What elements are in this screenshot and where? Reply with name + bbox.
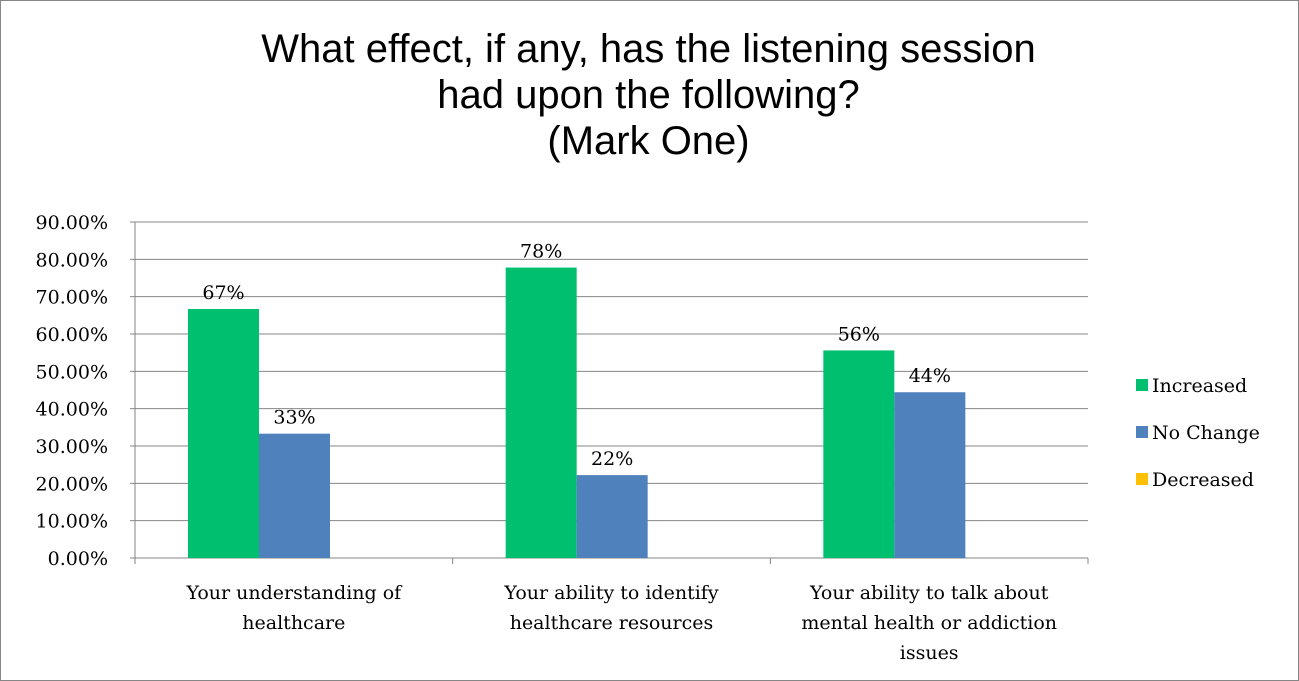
bar [576, 475, 648, 558]
y-tick-label: 30.00% [36, 436, 108, 458]
x-category-label: Your understanding of [185, 582, 403, 604]
bar [259, 433, 330, 558]
data-label: 44% [909, 365, 951, 387]
y-tick-label: 10.00% [36, 511, 108, 533]
bar [188, 308, 259, 558]
y-tick-label: 40.00% [36, 399, 108, 421]
legend-swatch [1136, 379, 1148, 391]
bar [894, 392, 966, 558]
data-label: 67% [202, 282, 244, 304]
y-tick-label: 80.00% [36, 249, 108, 271]
y-tick-label: 60.00% [36, 324, 108, 346]
data-label: 78% [520, 241, 562, 263]
x-category-label: Your ability to talk about [809, 582, 1049, 604]
x-category-label: healthcare resources [510, 612, 714, 634]
x-category-label: issues [900, 642, 959, 664]
y-tick-label: 50.00% [36, 361, 108, 383]
bar [823, 350, 895, 558]
legend-label: Increased [1152, 375, 1247, 397]
y-tick-label: 70.00% [36, 287, 108, 309]
y-tick-label: 90.00% [36, 212, 108, 234]
legend-label: No Change [1152, 422, 1260, 444]
y-tick-label: 20.00% [36, 473, 108, 495]
bar [505, 267, 577, 558]
x-category-label: healthcare [242, 612, 345, 634]
data-label: 22% [591, 448, 633, 470]
chart-title-line-3: (Mark One) [547, 119, 750, 163]
x-category-label: mental health or addiction [801, 612, 1057, 634]
legend-swatch [1136, 426, 1148, 438]
x-category-label: Your ability to identify [503, 582, 718, 604]
data-label: 56% [838, 323, 880, 345]
y-tick-label: 0.00% [48, 548, 108, 570]
legend-swatch [1136, 473, 1148, 485]
chart-title-line-2: had upon the following? [437, 73, 860, 117]
chart-title: What effect, if any, has the listening s… [0, 26, 1297, 164]
legend-label: Decreased [1152, 469, 1254, 491]
data-label: 33% [273, 407, 315, 429]
chart-title-line-1: What effect, if any, has the listening s… [261, 27, 1036, 71]
